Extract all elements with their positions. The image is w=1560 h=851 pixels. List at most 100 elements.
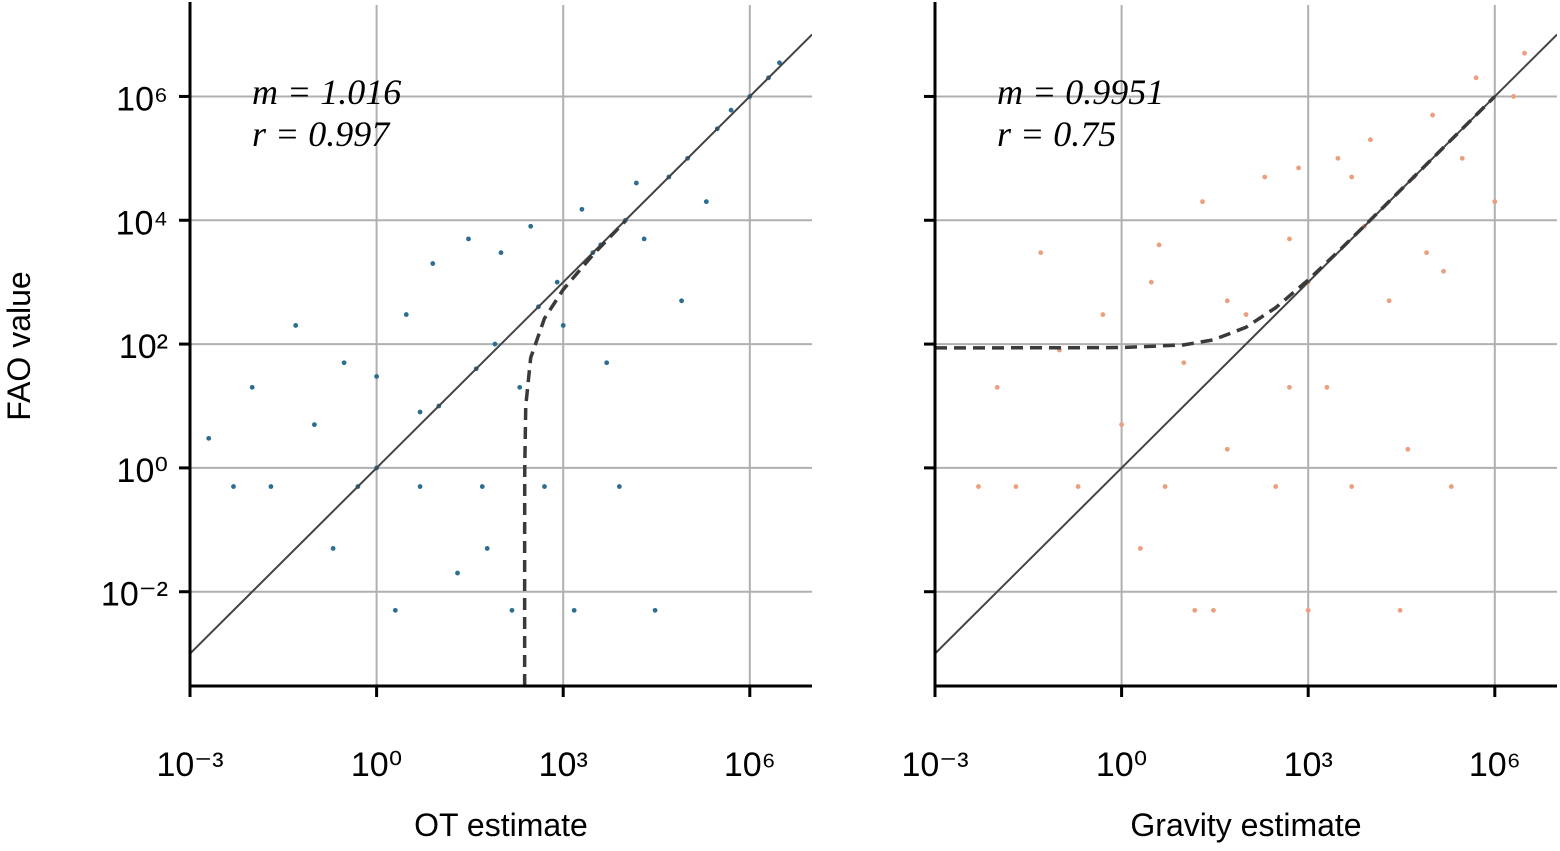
y-tick-label: 10⁴ (116, 204, 168, 242)
plot-area (935, 33, 1557, 655)
point (1211, 607, 1216, 613)
point (1448, 484, 1454, 489)
point (1224, 298, 1230, 304)
x-tick-label: 10⁰ (1096, 746, 1147, 784)
point (1192, 607, 1198, 613)
y-tick-label: 10⁶ (116, 80, 168, 118)
point (330, 546, 336, 551)
point (492, 341, 498, 347)
annotation: m = 0.9951 (997, 72, 1164, 112)
point (312, 422, 317, 428)
point (976, 484, 981, 489)
annotation: r = 0.997 (252, 114, 391, 154)
point (1459, 155, 1465, 161)
point (1287, 236, 1292, 242)
point (1181, 360, 1187, 366)
point (604, 360, 610, 366)
panel: 10⁻³ 10⁰ 10³ 10⁶ 10⁻² 10⁰ 10² 10⁴ 10⁶ OT estimate… (101, 2, 812, 843)
point (1013, 484, 1019, 489)
point (1038, 250, 1044, 256)
y-tick-label: 10⁰ (117, 452, 168, 490)
plot-area (190, 33, 812, 686)
annotation: r = 0.75 (997, 114, 1116, 154)
point (249, 384, 255, 390)
point (1119, 422, 1124, 428)
point (679, 298, 684, 304)
y-tick-label: 10⁻² (101, 576, 168, 614)
y-axis-label: FAO value (1, 271, 37, 420)
point (1522, 50, 1527, 56)
point (1349, 484, 1355, 489)
point (517, 384, 523, 390)
x-axis-label: Gravity estimate (1130, 807, 1361, 843)
point (498, 250, 504, 256)
fit-curve (522, 219, 627, 686)
point (403, 312, 409, 317)
point (1335, 155, 1341, 161)
x-tick-label: 10⁶ (1469, 746, 1521, 784)
point (392, 607, 398, 613)
point (703, 199, 709, 205)
point (1262, 174, 1268, 180)
point (1305, 607, 1311, 613)
point (641, 236, 647, 242)
point (231, 484, 236, 489)
point (1349, 174, 1355, 180)
x-tick-label: 10⁻³ (901, 746, 968, 784)
point (1511, 94, 1516, 99)
point (1200, 199, 1205, 205)
point (1492, 199, 1498, 205)
point (1287, 384, 1292, 390)
point (1224, 446, 1230, 452)
point (1386, 298, 1392, 304)
identity-line (190, 33, 812, 655)
point (1075, 484, 1081, 489)
point (1137, 546, 1143, 551)
point (652, 607, 658, 613)
point (1473, 75, 1479, 81)
point (341, 360, 347, 366)
point (484, 546, 490, 551)
point (1430, 112, 1435, 118)
point (293, 323, 299, 328)
point (994, 384, 1000, 390)
point (579, 206, 585, 212)
x-tick-label: 10³ (539, 746, 588, 784)
point (206, 435, 212, 441)
point (571, 607, 577, 613)
point (1100, 312, 1106, 317)
point (1397, 607, 1403, 613)
point (633, 180, 639, 186)
point (455, 570, 460, 576)
y-tick-label: 10² (119, 328, 168, 366)
point (1296, 165, 1301, 171)
point (1368, 137, 1373, 143)
x-tick-label: 10⁰ (351, 746, 402, 784)
point (466, 236, 471, 242)
point (1148, 279, 1154, 285)
point (417, 484, 423, 489)
point (1441, 268, 1446, 274)
point (1324, 384, 1330, 390)
point (1424, 250, 1429, 256)
point (560, 323, 566, 328)
point (479, 484, 485, 489)
point (528, 223, 534, 229)
point (374, 374, 379, 379)
x-tick-label: 10³ (1284, 746, 1333, 784)
point (1162, 484, 1168, 489)
point (777, 60, 782, 66)
point (268, 484, 274, 489)
point (616, 484, 622, 489)
x-tick-label: 10⁶ (724, 746, 776, 784)
point (1156, 242, 1162, 248)
fit-curve (935, 95, 1497, 350)
x-axis-label: OT estimate (414, 807, 588, 843)
x-tick-label: 10⁻³ (156, 746, 223, 784)
point (430, 261, 436, 266)
point (509, 607, 515, 613)
annotation: m = 1.016 (252, 72, 401, 112)
point (1405, 446, 1411, 452)
point (1243, 312, 1249, 317)
